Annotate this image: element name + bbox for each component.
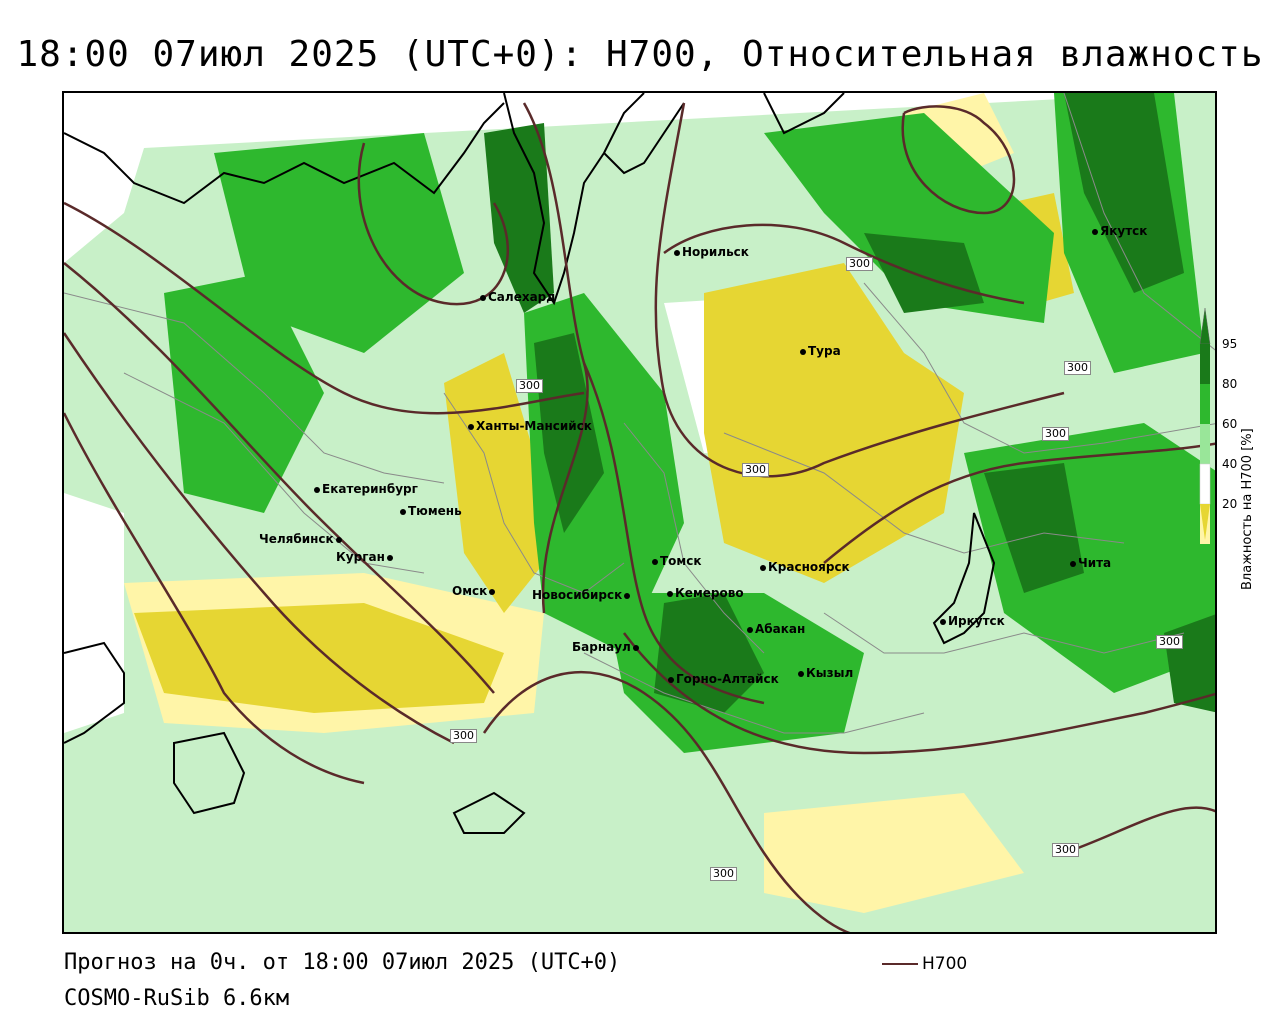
city-label: Абакан <box>747 623 805 635</box>
h700-contours <box>64 102 1215 932</box>
contour-label: 300 <box>710 867 737 881</box>
city-label: Норильск <box>674 246 749 258</box>
coastlines <box>64 93 996 834</box>
legend-band-95 <box>1200 344 1210 384</box>
city-marker-icon <box>674 249 680 256</box>
humidity-field-95 <box>534 333 604 533</box>
city-label: Кызыл <box>798 667 853 679</box>
city-label: Чита <box>1070 557 1111 569</box>
humidity-field-80 <box>164 273 324 513</box>
humidity-field-20 <box>904 93 1014 173</box>
city-label: Тюмень <box>400 505 462 517</box>
humidity-field-95 <box>1064 93 1184 293</box>
city-marker-icon <box>747 626 753 633</box>
contour-label: 300 <box>1156 635 1183 649</box>
contour-label: 300 <box>742 463 769 477</box>
humidity-map: Якутск Норильск Салехард Тура Ханты-Манс… <box>62 91 1217 934</box>
contour-label: 300 <box>1052 843 1079 857</box>
city-label: Томск <box>652 555 702 567</box>
city-marker-icon <box>400 508 406 515</box>
legend-band-60 <box>1200 424 1210 464</box>
city-marker-icon <box>314 486 320 493</box>
city-label: Екатеринбург <box>314 483 418 495</box>
contour-label: 300 <box>846 257 873 271</box>
map-fields <box>64 93 1215 932</box>
contour-key-label: H700 <box>922 954 968 974</box>
city-label: Якутск <box>1092 225 1147 237</box>
legend-band-80 <box>1200 384 1210 424</box>
humidity-field-40 <box>64 93 144 203</box>
legend-cap-top <box>1199 307 1211 345</box>
city-label: Салехард <box>480 291 556 303</box>
legend-tick: 95 <box>1222 337 1238 351</box>
city-marker-icon <box>1070 560 1076 567</box>
city-marker-icon <box>940 618 946 625</box>
city-label: Горно-Алтайск <box>668 673 779 685</box>
contour-label: 300 <box>516 379 543 393</box>
legend-tick: 40 <box>1222 457 1238 471</box>
humidity-field-80 <box>764 113 1054 323</box>
city-marker-icon <box>668 676 674 683</box>
city-label: Курган <box>336 551 395 563</box>
city-marker-icon <box>667 590 673 597</box>
contour-label: 300 <box>450 729 477 743</box>
city-label: Тура <box>800 345 841 357</box>
city-marker-icon <box>1092 228 1098 235</box>
legend-cap-bottom <box>1200 504 1210 540</box>
city-label: Ханты-Мансийск <box>468 420 592 432</box>
city-label: Омск <box>452 585 497 597</box>
city-marker-icon <box>760 564 766 571</box>
city-marker-icon <box>652 558 658 565</box>
city-label: Красноярск <box>760 561 850 573</box>
contour-label: 300 <box>1042 427 1069 441</box>
humidity-field-0 <box>134 603 504 713</box>
city-label: Челябинск <box>259 533 344 545</box>
city-marker-icon <box>489 588 496 595</box>
city-marker-icon <box>480 294 486 301</box>
contour-key: H700 <box>882 954 967 974</box>
city-marker-icon <box>468 423 474 430</box>
contour-line-icon <box>882 963 918 965</box>
humidity-colorbar <box>1199 307 1211 544</box>
city-marker-icon <box>798 670 804 677</box>
humidity-field-95 <box>654 593 764 713</box>
legend-tick: 60 <box>1222 417 1238 431</box>
city-label: Кемерово <box>667 587 744 599</box>
humidity-field-20 <box>764 793 1024 913</box>
humidity-field-95 <box>864 233 984 313</box>
forecast-info: Прогноз на 0ч. от 18:00 07июл 2025 (UTC+… <box>64 950 621 975</box>
city-label: Новосибирск <box>532 589 632 601</box>
city-label: Иркутск <box>940 615 1005 627</box>
model-name: COSMO-RuSib 6.6км <box>64 986 290 1011</box>
legend-tick: 80 <box>1222 377 1238 391</box>
legend-band-40 <box>1199 463 1211 505</box>
humidity-field-40 <box>64 493 124 733</box>
contour-label: 300 <box>1064 361 1091 375</box>
city-marker-icon <box>632 644 639 651</box>
city-marker-icon <box>624 592 631 599</box>
humidity-field-0 <box>704 263 964 583</box>
city-label: Барнаул <box>572 641 641 653</box>
city-marker-icon <box>335 536 342 543</box>
city-marker-icon <box>800 348 806 355</box>
region-borders <box>64 93 1215 734</box>
humidity-field-95 <box>984 463 1084 593</box>
legend-title: Влажность на H700 [%] <box>1240 428 1255 590</box>
legend-tick: 20 <box>1222 497 1238 511</box>
city-marker-icon <box>386 554 393 561</box>
map-title: 18:00 07июл 2025 (UTC+0): H700, Относите… <box>16 34 1264 75</box>
